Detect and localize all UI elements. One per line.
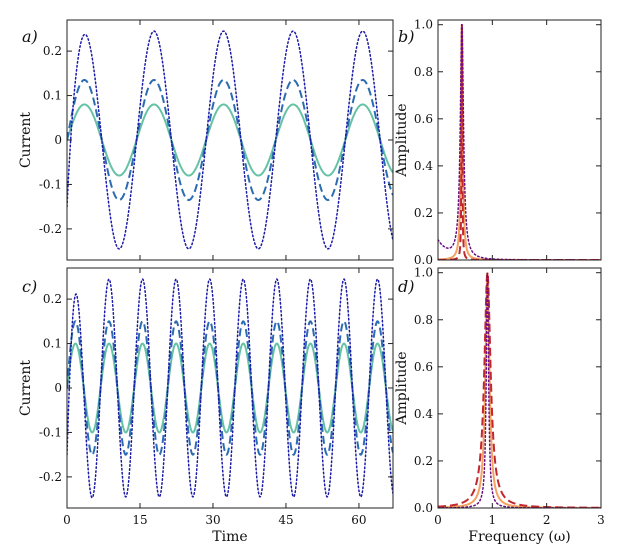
panel-b: 0.0 0.2 0.4 0.6 0.8 1.0 Amplitude b) (394, 18, 602, 267)
y-axis-label: Amplitude (394, 351, 410, 425)
y-axis-label: Amplitude (394, 103, 410, 177)
panel-label: d) (398, 277, 414, 296)
panel-label: a) (22, 27, 38, 46)
series-line-dashed (67, 320, 393, 456)
y-tick-label: -0.1 (39, 177, 62, 191)
series-line-dashed (438, 269, 601, 508)
series-line-dashed (67, 78, 393, 202)
y-tick-label: 1.0 (414, 18, 433, 32)
y-tick-label: -0.2 (39, 222, 62, 236)
series-line-solid (67, 103, 393, 177)
y-tick-label: 0.2 (43, 44, 62, 58)
x-tick-label: 60 (351, 513, 366, 527)
series-line-solid (438, 272, 601, 508)
y-tick-label: 0.1 (43, 337, 62, 351)
x-tick-label: 2 (543, 513, 551, 527)
y-tick-label: 0.8 (414, 313, 433, 327)
series-group (438, 23, 601, 260)
y-tick-label: 0.0 (414, 253, 433, 267)
panel-c: 0.2 0.1 0 -0.1 -0.2 0 15 30 45 60 Current Time c) (18, 267, 394, 545)
y-tick-label: -0.1 (39, 425, 62, 439)
y-tick-label: 0.4 (414, 407, 433, 421)
y-tick-label: 0.2 (43, 292, 62, 306)
series-line-solid (67, 342, 393, 434)
series-group (67, 278, 393, 499)
y-tick-label: 0.1 (43, 89, 62, 103)
plot-frame (66, 19, 394, 261)
y-tick-label: 0 (54, 381, 62, 395)
series-group (438, 269, 601, 508)
y-tick-label: 0.8 (414, 65, 433, 79)
x-tick-label: 15 (132, 513, 147, 527)
series-line-dotted (67, 278, 393, 499)
x-tick-label: 1 (489, 513, 497, 527)
x-axis-label: Time (212, 529, 247, 545)
y-axis-label: Current (18, 112, 34, 168)
y-tick-label: 0.6 (414, 360, 433, 374)
panel-d: 0.0 0.2 0.4 0.6 0.8 1.0 0 1 2 3 Amplitude Frequency… (394, 266, 605, 545)
series-group (67, 30, 393, 250)
y-tick-label: 0.2 (414, 206, 433, 220)
y-tick-label: 0.4 (414, 159, 433, 173)
panel-label: b) (398, 27, 414, 46)
panel-a: 0.2 0.1 0 -0.1 -0.2 Current a) (18, 19, 394, 261)
series-line-dotted (67, 30, 393, 250)
y-tick-label: 0.0 (414, 501, 433, 515)
x-tick-label: 3 (597, 513, 605, 527)
x-tick-label: 0 (434, 513, 442, 527)
y-tick-label: 0 (54, 133, 62, 147)
x-tick-label: 30 (205, 513, 220, 527)
x-tick-label: 0 (63, 513, 71, 527)
plot-frame (437, 267, 602, 509)
y-tick-label: 0.6 (414, 112, 433, 126)
y-tick-label: -0.2 (39, 470, 62, 484)
y-tick-label: 1.0 (414, 266, 433, 280)
x-axis-label: Frequency (ω) (468, 529, 571, 545)
y-tick-label: 0.2 (414, 454, 433, 468)
plot-frame (437, 19, 602, 261)
panel-label: c) (22, 277, 37, 296)
y-axis-label: Current (18, 360, 34, 416)
series-line-dotted (438, 272, 601, 508)
x-tick-label: 45 (278, 513, 293, 527)
